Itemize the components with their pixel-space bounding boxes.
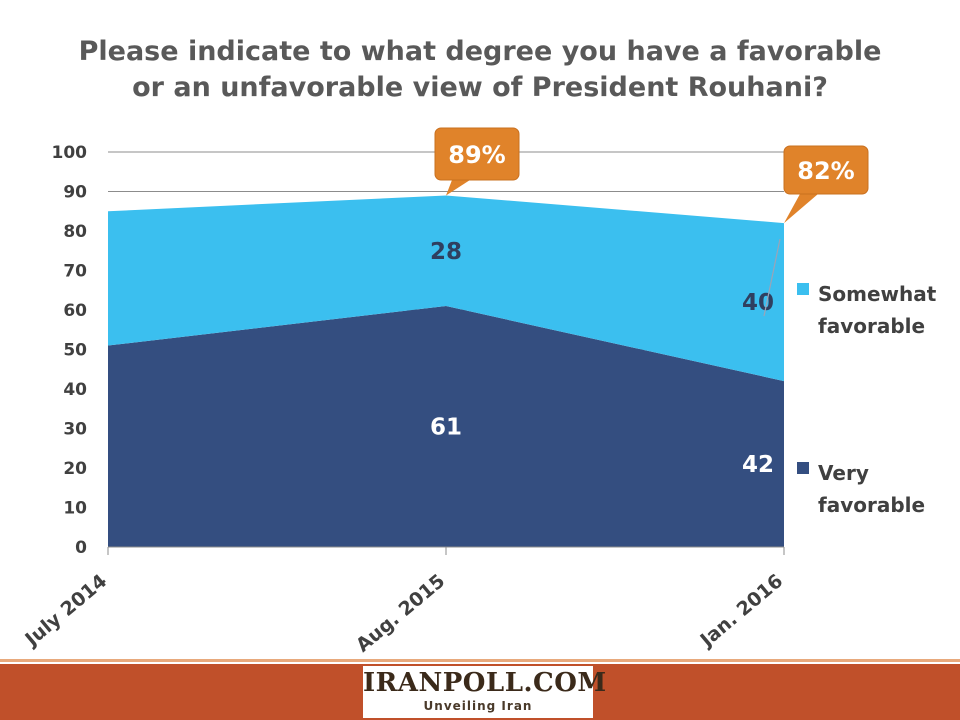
logo-tagline: Unveiling Iran <box>423 699 533 713</box>
chart-title: Please indicate to what degree you have … <box>60 34 900 106</box>
logo-name: IRANPOLL.COM <box>363 668 607 698</box>
legend-label-1-0: Very <box>818 461 869 485</box>
callout-0: 89% <box>434 127 520 196</box>
chart-areas <box>108 195 784 547</box>
y-tick-label-0: 0 <box>75 538 87 558</box>
y-tick-label-90: 90 <box>63 183 87 203</box>
y-tick-label-50: 50 <box>63 341 87 361</box>
y-tick-label-10: 10 <box>63 499 87 519</box>
legend-swatch-0 <box>797 283 809 295</box>
y-tick-label-70: 70 <box>63 262 87 282</box>
legend-label-1-1: favorable <box>818 493 925 517</box>
footer-divider <box>0 659 960 662</box>
data-label-series-0-1: 61 <box>430 415 462 441</box>
chart-title-line-2: or an unfavorable view of President Rouh… <box>132 72 828 103</box>
callout-box-0 <box>434 127 520 181</box>
legend: Somewhat favorable Very favorable <box>797 282 937 517</box>
x-tick-label-2: Jan. 2016 <box>695 570 787 653</box>
callout-pointer-0 <box>446 180 470 196</box>
y-tick-label-60: 60 <box>63 301 87 321</box>
legend-swatch-1 <box>797 462 809 474</box>
area-chart: 0 10 20 30 40 50 60 70 80 90 100 July 2014 Aug. 2015… <box>20 127 937 657</box>
iranpoll-logo: IRANPOLL.COM Unveiling Iran <box>363 666 607 718</box>
y-tick-label-30: 30 <box>63 420 87 440</box>
legend-label-0-1: favorable <box>818 314 925 338</box>
x-tick-label-0: July 2014 <box>20 570 112 652</box>
data-label-series-1-1: 28 <box>430 239 462 265</box>
callout-label-0: 89% <box>448 141 505 169</box>
area-series-1 <box>108 195 784 382</box>
y-tick-label-40: 40 <box>63 380 87 400</box>
data-label-series-0-2: 42 <box>742 452 774 478</box>
y-tick-label-20: 20 <box>63 459 87 479</box>
y-tick-label-100: 100 <box>52 143 88 163</box>
chart-title-line-1: Please indicate to what degree you have … <box>78 36 882 67</box>
leader-line-2 <box>763 238 781 317</box>
callout-pointer-1 <box>784 194 818 224</box>
callout-label-1: 82% <box>797 157 854 185</box>
x-tick-label-1: Aug. 2015 <box>352 570 449 657</box>
legend-label-0-0: Somewhat <box>818 282 937 306</box>
callouts: 89% 82% <box>434 127 869 224</box>
y-tick-label-80: 80 <box>63 222 87 242</box>
callout-1: 82% <box>783 145 869 224</box>
area-series-0 <box>108 306 784 547</box>
callout-box-1 <box>783 145 869 195</box>
